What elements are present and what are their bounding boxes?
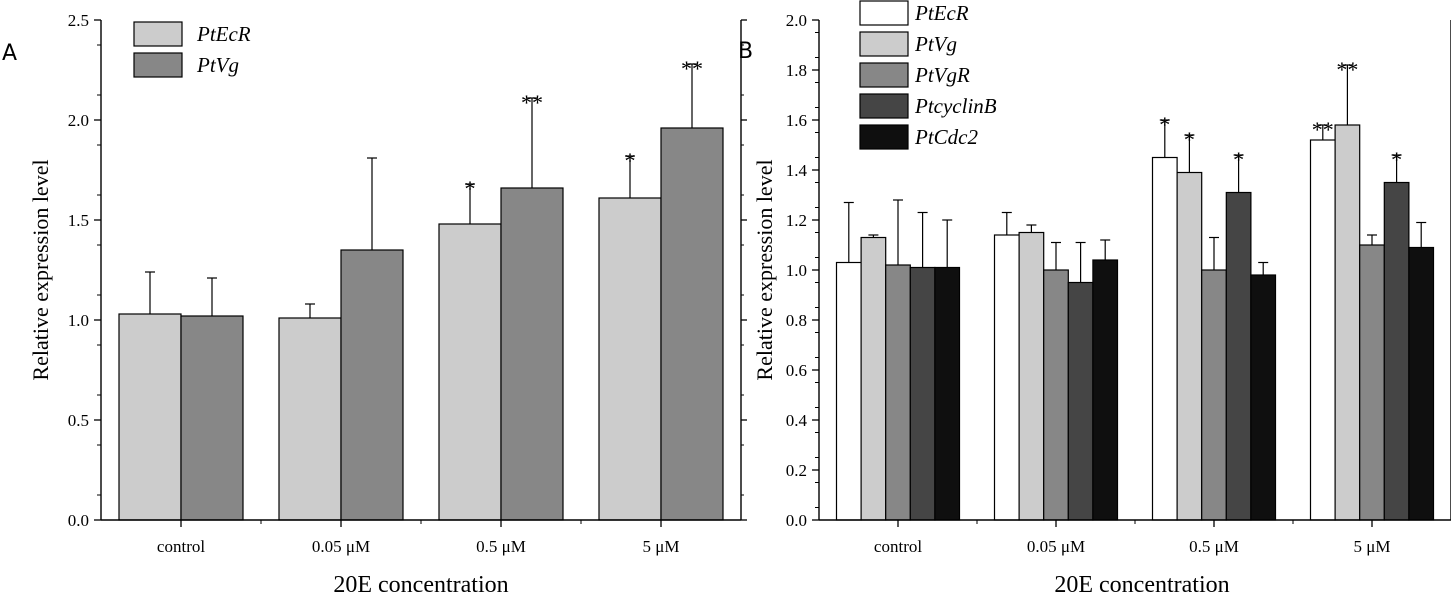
b-ytick-label-9: 1.8 xyxy=(786,61,807,80)
b-bar-PtVgR-1 xyxy=(1043,269,1069,521)
panel-b-ylabel: Relative expression level xyxy=(752,159,777,380)
b-legend-label-PtCdc2: PtCdc2 xyxy=(914,125,978,149)
b-bar-PtVgR-3 xyxy=(1359,244,1385,521)
panel-a-letter: A xyxy=(2,41,17,66)
panel-a-ylabel: Relative expression level xyxy=(28,159,53,380)
panel-b-marks: 0.0 0.2 0.4 0.6 0.8 1.0 1.2 1.4 1.6 1.8 2.0 control… xyxy=(786,0,1451,556)
b-significance-PtEcR-2: * xyxy=(1159,112,1170,137)
b-legend-label-PtcyclinB: PtcyclinB xyxy=(914,94,997,118)
a-ytick-label-2: 1.0 xyxy=(68,311,89,330)
a-ytick-label-0: 0.0 xyxy=(68,511,89,530)
b-legend-swatch-PtEcR xyxy=(859,0,909,26)
a-xtick-label-0: control xyxy=(157,537,205,556)
a-legend-swatch-PtEcR xyxy=(133,21,183,47)
b-bar-PtCdc2-0 xyxy=(934,266,961,521)
a-xtick-label-2: 0.5 μM xyxy=(476,537,526,556)
b-bar-PtVg-2 xyxy=(1176,171,1203,521)
a-ytick-label-4: 2.0 xyxy=(68,111,89,130)
a-legend-label-PtEcR: PtEcR xyxy=(196,22,251,46)
b-legend-label-PtVg: PtVg xyxy=(914,32,957,56)
a-significance-PtEcR-2: * xyxy=(465,176,476,201)
b-bar-PtVgR-2 xyxy=(1201,269,1227,521)
b-ytick-label-5: 1.0 xyxy=(786,261,807,280)
a-legend-swatch-PtVg xyxy=(133,52,183,78)
b-legend-label-PtEcR: PtEcR xyxy=(914,1,969,25)
b-ytick-label-4: 0.8 xyxy=(786,311,807,330)
b-legend-label-PtVgR: PtVgR xyxy=(914,63,970,87)
a-bar-PtVg-3 xyxy=(660,127,724,521)
a-bar-PtVg-2 xyxy=(500,187,564,521)
b-ytick-label-8: 1.6 xyxy=(786,111,807,130)
b-bar-PtCdc2-3 xyxy=(1408,246,1435,521)
b-bar-PtEcR-2 xyxy=(1151,156,1178,521)
b-bar-PtcyclinB-2 xyxy=(1225,191,1252,521)
b-bar-PtEcR-1 xyxy=(993,234,1020,521)
panel-a-xlabel: 20E concentration xyxy=(333,572,508,598)
a-bar-PtVg-1 xyxy=(340,249,404,521)
a-significance-PtVg-2: ** xyxy=(521,90,543,115)
b-significance-PtVg-3: ** xyxy=(1336,57,1358,82)
b-legend-swatch-PtVg xyxy=(859,31,909,57)
b-bar-PtVg-3 xyxy=(1334,124,1361,521)
panel-a: A Relative expression level 20E concentr… xyxy=(2,11,747,598)
b-xtick-label-2: 0.5 μM xyxy=(1189,537,1239,556)
b-bar-PtcyclinB-0 xyxy=(909,266,936,521)
a-legend-label-PtVg: PtVg xyxy=(196,53,239,77)
b-xtick-label-1: 0.05 μM xyxy=(1027,537,1085,556)
a-xtick-label-1: 0.05 μM xyxy=(312,537,370,556)
b-ytick-label-7: 1.4 xyxy=(786,161,808,180)
b-legend-swatch-PtVgR xyxy=(859,62,909,88)
b-legend-swatch-PtcyclinB xyxy=(859,93,909,119)
b-bar-PtcyclinB-1 xyxy=(1067,281,1094,521)
a-ytick-label-1: 0.5 xyxy=(68,411,89,430)
b-ytick-label-0: 0.0 xyxy=(786,511,807,530)
panel-b-xlabel: 20E concentration xyxy=(1054,572,1229,598)
a-bar-PtEcR-0 xyxy=(118,313,182,521)
a-bar-PtVg-0 xyxy=(180,315,244,521)
b-bar-PtVg-0 xyxy=(860,236,887,521)
a-bar-PtEcR-1 xyxy=(278,317,342,521)
b-bar-PtcyclinB-3 xyxy=(1383,181,1410,521)
b-ytick-label-3: 0.6 xyxy=(786,361,807,380)
b-legend-swatch-PtCdc2 xyxy=(859,124,909,150)
b-xtick-label-3: 5 μM xyxy=(1354,537,1391,556)
b-significance-PtcyclinB-2: * xyxy=(1233,147,1244,172)
a-bar-PtEcR-3 xyxy=(598,197,662,521)
b-bar-PtCdc2-2 xyxy=(1250,274,1277,521)
a-ytick-label-3: 1.5 xyxy=(68,211,89,230)
panel-b: B Relative expression level 20E concentr… xyxy=(738,0,1451,598)
a-ytick-label-5: 2.5 xyxy=(68,11,89,30)
b-bar-PtEcR-0 xyxy=(835,261,862,521)
b-ytick-label-6: 1.2 xyxy=(786,211,807,230)
b-xtick-label-0: control xyxy=(874,537,922,556)
b-ytick-label-1: 0.2 xyxy=(786,461,807,480)
a-significance-PtEcR-3: * xyxy=(625,148,636,173)
b-significance-PtVg-2: * xyxy=(1184,127,1195,152)
b-significance-PtcyclinB-3: * xyxy=(1391,147,1402,172)
b-bar-PtVg-1 xyxy=(1018,231,1045,521)
b-ytick-label-2: 0.4 xyxy=(786,411,808,430)
a-significance-PtVg-3: ** xyxy=(681,56,703,81)
b-significance-PtEcR-3: ** xyxy=(1312,117,1334,142)
a-xtick-label-3: 5 μM xyxy=(643,537,680,556)
b-bar-PtEcR-3 xyxy=(1309,139,1336,521)
a-bar-PtEcR-2 xyxy=(438,223,502,521)
b-bar-PtVgR-0 xyxy=(885,264,911,521)
b-bar-PtCdc2-1 xyxy=(1092,259,1119,521)
panel-b-letter: B xyxy=(738,39,753,64)
b-ytick-label-10: 2.0 xyxy=(786,11,807,30)
